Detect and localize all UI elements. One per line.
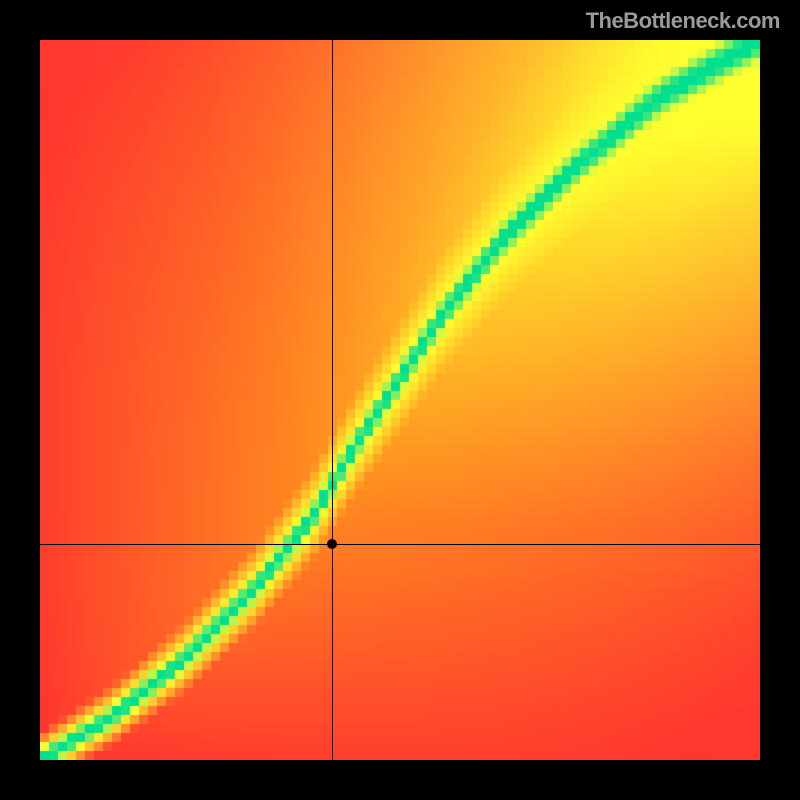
crosshair-vertical [332, 40, 333, 760]
marker-point [327, 539, 337, 549]
chart-container: TheBottleneck.com [0, 0, 800, 800]
heatmap-canvas [40, 40, 760, 760]
crosshair-horizontal [40, 544, 760, 545]
watermark-text: TheBottleneck.com [586, 8, 780, 34]
